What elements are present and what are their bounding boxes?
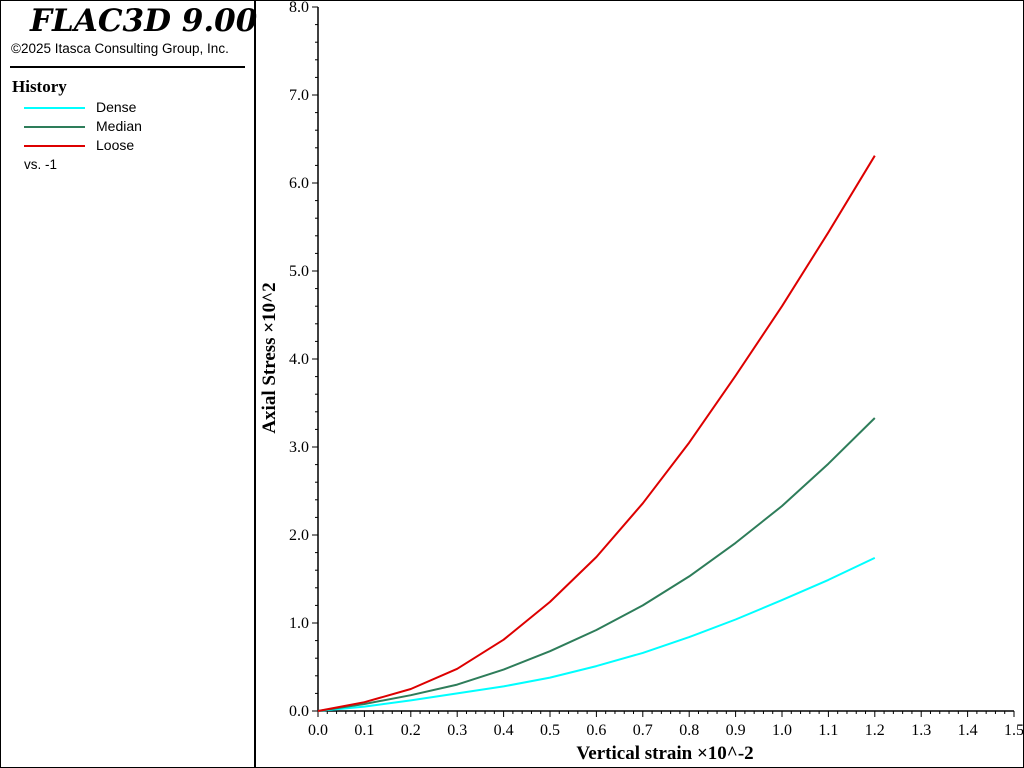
series-line-dense [317, 556, 876, 712]
vs-label: vs. -1 [24, 157, 58, 172]
x-tick-label: 0.9 [726, 722, 746, 739]
y-tick-label: 0.0 [289, 703, 309, 720]
x-tick-label: 1.1 [818, 722, 838, 739]
x-tick-label: 0.0 [308, 722, 328, 739]
series-line-median [317, 417, 876, 712]
copyright-notice: ©2025 Itasca Consulting Group, Inc. [11, 41, 229, 56]
y-tick-label: 4.0 [289, 351, 309, 368]
legend-label-dense: Dense [96, 99, 137, 115]
app-title: FLAC3D 9.00 [30, 3, 258, 39]
legend-item-dense[interactable]: Dense [24, 99, 224, 117]
y-tick-label: 8.0 [289, 0, 309, 16]
legend-label-loose: Loose [96, 137, 135, 153]
y-axis-title: Axial Stress ×10^2 [259, 282, 280, 433]
x-tick-label: 1.0 [772, 722, 792, 739]
legend-heading: History [12, 77, 67, 96]
legend-label-median: Median [96, 118, 142, 134]
legend-item-median[interactable]: Median [24, 118, 224, 136]
series-lines [317, 155, 876, 712]
x-tick-label: 0.6 [586, 722, 606, 739]
legend-panel: FLAC3D 9.00 ©2025 Itasca Consulting Grou… [0, 0, 258, 768]
x-tick-label: 1.3 [911, 722, 931, 739]
x-tick-label: 1.2 [865, 722, 885, 739]
legend-swatch-dense [24, 107, 85, 109]
title-divider [10, 66, 245, 68]
series-line-loose [317, 155, 876, 712]
x-tick-label: 0.1 [354, 722, 374, 739]
x-tick-label: 0.3 [447, 722, 467, 739]
y-tick-label: 5.0 [289, 263, 309, 280]
x-tick-label: 0.5 [540, 722, 560, 739]
legend-swatch-median [24, 126, 85, 128]
x-tick-label: 0.2 [401, 722, 421, 739]
x-tick-label: 1.4 [958, 722, 978, 739]
y-tick-label: 3.0 [289, 439, 309, 456]
y-tick-label: 7.0 [289, 87, 309, 104]
y-tick-label: 1.0 [289, 615, 309, 632]
history-chart[interactable]: 0.0 0.1 0.2 0.3 0.4 0.5 0.6 0.7 0.8 0.9 1.0 1.1 1.2 1… [257, 0, 1023, 768]
x-tick-label: 0.8 [679, 722, 699, 739]
x-axis-title: Vertical strain ×10^-2 [576, 743, 753, 764]
axes: 0.0 0.1 0.2 0.3 0.4 0.5 0.6 0.7 0.8 0.9 1.0 1.1 1.2 1… [289, 0, 1023, 739]
y-tick-label: 6.0 [289, 175, 309, 192]
y-tick-label: 2.0 [289, 527, 309, 544]
legend-swatch-loose [24, 145, 85, 147]
x-tick-label: 0.4 [494, 722, 514, 739]
x-tick-label: 1.5 [1004, 722, 1023, 739]
x-tick-label: 0.7 [633, 722, 653, 739]
legend-item-loose[interactable]: Loose [24, 137, 224, 155]
